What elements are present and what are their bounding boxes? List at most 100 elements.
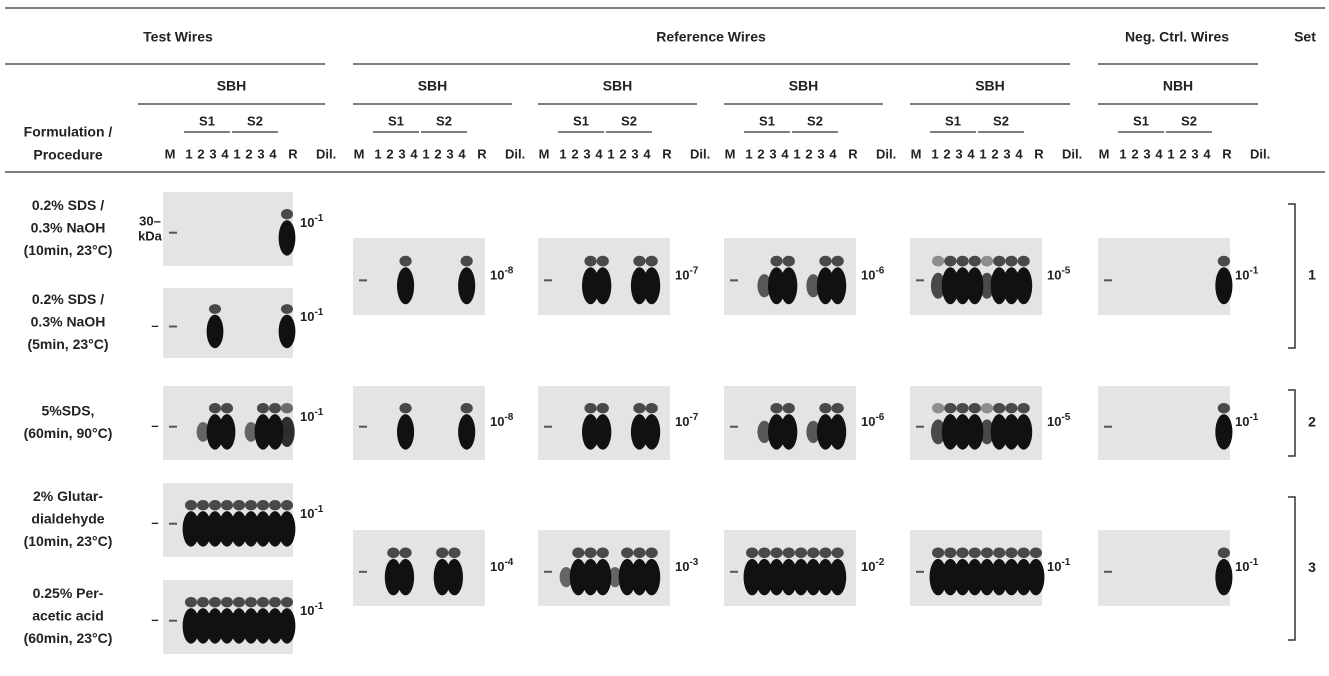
- band: [956, 547, 968, 558]
- band: [221, 403, 233, 413]
- band: [646, 547, 658, 558]
- lane-label: 3: [1191, 146, 1198, 161]
- formulation-label: Procedure: [33, 147, 102, 163]
- band: [819, 256, 831, 267]
- band: [185, 500, 197, 510]
- subset-label: S2: [436, 113, 452, 128]
- set-bracket: [1288, 390, 1295, 456]
- dilution-base: 10: [675, 414, 689, 429]
- band: [279, 608, 296, 644]
- band: [197, 500, 209, 510]
- sample-type: SBH: [217, 78, 247, 94]
- dilution: 10-3: [675, 557, 699, 575]
- band: [269, 500, 281, 510]
- band: [436, 547, 448, 558]
- band: [621, 547, 633, 558]
- band: [461, 403, 473, 413]
- band: [944, 547, 956, 558]
- subset-label: S1: [388, 113, 404, 128]
- band: [819, 547, 831, 558]
- band: [932, 403, 944, 413]
- lane-label: 1: [607, 146, 614, 161]
- band: [269, 403, 281, 413]
- band: [1030, 547, 1042, 558]
- dilution-exp: -5: [1061, 412, 1070, 423]
- dilution-base: 10: [300, 309, 314, 324]
- subset-label: S2: [993, 113, 1009, 128]
- dilution: 10-6: [861, 265, 885, 283]
- dilution-base: 10: [675, 559, 689, 574]
- lane-label: R: [848, 146, 858, 161]
- lane-label: Dil.: [1062, 146, 1082, 161]
- lane-label: R: [477, 146, 487, 161]
- lane-label: 2: [1131, 146, 1138, 161]
- band: [1018, 256, 1030, 267]
- blot: [724, 386, 856, 460]
- band: [1218, 547, 1230, 558]
- lane-label: M: [539, 146, 550, 161]
- dilution: 10-5: [1047, 265, 1071, 283]
- dilution-base: 10: [861, 268, 875, 283]
- formulation: 0.25% Per-: [33, 585, 104, 601]
- band: [783, 547, 795, 558]
- dilution-base: 10: [1235, 414, 1249, 429]
- band: [387, 547, 399, 558]
- blot: [724, 530, 856, 606]
- marker-size: 30–: [139, 213, 161, 228]
- blot: [163, 288, 295, 358]
- band: [257, 597, 269, 607]
- dilution: 10-1: [1047, 557, 1071, 575]
- lane-label: 4: [410, 146, 418, 161]
- band: [461, 256, 473, 267]
- dilution-exp: -1: [1249, 557, 1258, 568]
- subset-label: S1: [759, 113, 775, 128]
- figure: Test Wires Reference Wires Neg. Ctrl. Wi…: [0, 0, 1329, 676]
- band: [956, 256, 968, 267]
- lane-label: 3: [817, 146, 824, 161]
- band: [1005, 547, 1017, 558]
- blot: [353, 238, 485, 315]
- band: [1215, 267, 1232, 304]
- dilution: 10-7: [675, 412, 699, 430]
- band: [829, 559, 846, 595]
- band: [233, 500, 245, 510]
- blot: [353, 386, 485, 460]
- set-label: 3: [1308, 559, 1316, 575]
- band: [458, 414, 475, 450]
- marker-tick: –: [151, 515, 158, 530]
- band: [770, 403, 782, 413]
- dilution-exp: -7: [689, 265, 698, 276]
- lane-label: 2: [619, 146, 626, 161]
- band: [397, 559, 414, 595]
- band: [279, 220, 296, 256]
- band: [597, 256, 609, 267]
- lane-label: 3: [446, 146, 453, 161]
- band: [795, 547, 807, 558]
- band: [597, 403, 609, 413]
- dilution-exp: -1: [314, 504, 323, 515]
- band: [969, 403, 981, 413]
- band: [209, 304, 221, 314]
- band: [969, 256, 981, 267]
- lane-label: R: [288, 146, 298, 161]
- dilution-base: 10: [300, 603, 314, 618]
- lane-label: 2: [1179, 146, 1186, 161]
- dilution-exp: -1: [1061, 557, 1070, 568]
- formulation: dialdehyde: [31, 511, 104, 527]
- lane-label: 4: [595, 146, 603, 161]
- lane-label: 2: [943, 146, 950, 161]
- lane-label: 1: [422, 146, 429, 161]
- group-title: Reference Wires: [656, 29, 766, 45]
- dilution-exp: -1: [314, 407, 323, 418]
- band: [1015, 267, 1032, 304]
- blot-membrane: [163, 288, 293, 358]
- sample-type: SBH: [975, 78, 1005, 94]
- lane-label: M: [911, 146, 922, 161]
- lane-label: M: [725, 146, 736, 161]
- dilution-base: 10: [1047, 559, 1061, 574]
- band: [633, 547, 645, 558]
- lane-label: Dil.: [505, 146, 525, 161]
- band: [981, 547, 993, 558]
- dilution: 10-1: [300, 601, 324, 619]
- blot: [538, 530, 670, 606]
